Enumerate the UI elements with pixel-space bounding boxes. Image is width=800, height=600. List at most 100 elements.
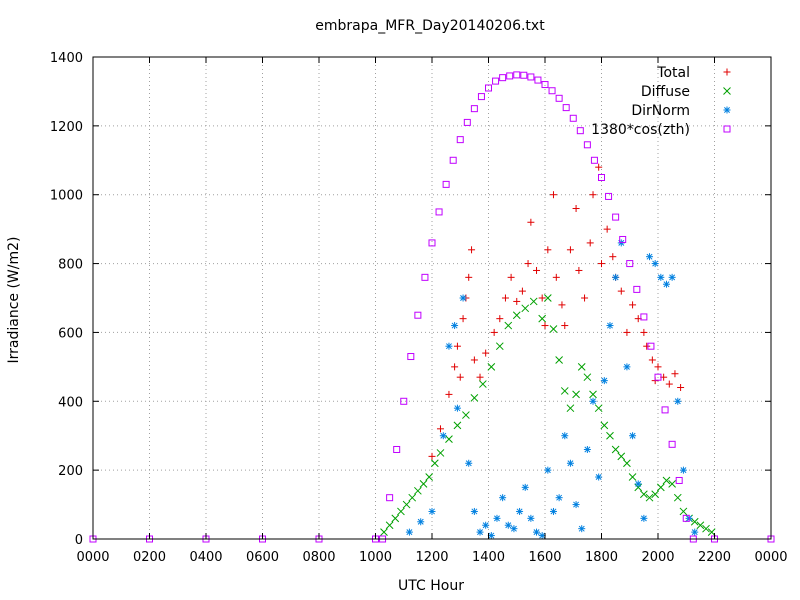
data-point xyxy=(482,349,490,357)
data-point xyxy=(674,397,682,405)
data-point xyxy=(453,404,461,412)
data-point xyxy=(662,280,670,288)
data-point xyxy=(405,528,413,536)
data-point xyxy=(595,163,603,171)
data-point xyxy=(495,342,504,351)
data-point xyxy=(425,473,434,481)
data-point xyxy=(453,342,461,350)
data-point xyxy=(628,473,637,481)
data-point xyxy=(561,322,569,330)
y-tick-label: 1400 xyxy=(50,51,83,66)
data-point xyxy=(428,452,436,460)
data-point xyxy=(436,425,444,433)
data-point xyxy=(478,380,487,388)
data-point xyxy=(606,431,614,440)
data-point xyxy=(656,483,665,492)
data-point xyxy=(544,246,552,254)
data-point xyxy=(583,141,591,149)
y-axis: 0 200 400 600 800 1000 1200 1400 xyxy=(50,51,771,548)
data-point xyxy=(397,507,405,516)
data-point xyxy=(513,71,521,79)
data-point xyxy=(651,490,660,499)
x-axis: 0000 0200 0400 0600 0800 1000 1200 1400 1600 1800… xyxy=(76,57,788,565)
data-point xyxy=(668,440,676,448)
data-point xyxy=(600,421,609,430)
data-point xyxy=(541,81,549,89)
y-tick-label: 600 xyxy=(58,326,83,341)
data-point xyxy=(583,445,591,453)
data-point xyxy=(572,204,580,212)
data-point xyxy=(647,342,655,350)
data-point xyxy=(581,294,589,302)
data-point xyxy=(576,127,584,135)
data-point xyxy=(679,507,688,516)
data-point xyxy=(476,528,484,536)
data-point xyxy=(492,77,500,85)
y-tick-label: 800 xyxy=(58,258,83,273)
data-point xyxy=(385,521,394,530)
data-point xyxy=(600,377,608,385)
data-point xyxy=(552,273,560,281)
data-point xyxy=(549,191,557,199)
x-tick-label: 0200 xyxy=(133,550,166,565)
y-axis-label: Irradiance (W/m2) xyxy=(6,237,22,364)
data-point xyxy=(646,253,654,261)
data-point xyxy=(482,521,490,529)
x-tick-label: 1800 xyxy=(585,550,618,565)
data-point xyxy=(380,528,388,536)
data-point xyxy=(485,84,492,92)
data-point xyxy=(691,528,699,536)
data-point xyxy=(617,452,626,461)
data-point xyxy=(583,373,592,382)
legend-label: Diffuse xyxy=(641,84,690,100)
data-point xyxy=(456,136,464,144)
data-point xyxy=(487,532,495,540)
data-point xyxy=(569,114,577,122)
data-point xyxy=(449,156,457,164)
legend-marker xyxy=(723,68,731,76)
data-point xyxy=(512,311,521,320)
data-point xyxy=(451,363,459,371)
data-point xyxy=(577,363,586,371)
data-point xyxy=(590,156,598,164)
data-point xyxy=(561,432,569,440)
y-tick-label: 1200 xyxy=(50,120,83,135)
data-point xyxy=(612,213,620,221)
x-tick-label: 1600 xyxy=(528,550,561,565)
data-point xyxy=(640,514,648,522)
data-point xyxy=(468,246,476,254)
x-tick-label: 0000 xyxy=(76,550,109,565)
data-point xyxy=(408,493,417,502)
x-tick-label: 0800 xyxy=(302,550,335,565)
y-tick-label: 200 xyxy=(58,464,83,479)
data-point xyxy=(541,322,549,330)
data-point xyxy=(589,191,597,199)
series-3 xyxy=(89,71,775,543)
legend-label: DirNorm xyxy=(631,103,690,119)
data-point xyxy=(435,208,443,216)
data-point xyxy=(657,273,665,281)
data-point xyxy=(671,370,679,378)
data-point xyxy=(586,239,594,247)
data-point xyxy=(623,459,631,468)
data-point xyxy=(589,390,597,399)
data-point xyxy=(623,328,631,336)
data-point xyxy=(459,294,467,302)
data-point xyxy=(665,380,673,388)
data-point xyxy=(578,525,586,533)
x-tick-label: 2000 xyxy=(641,550,674,565)
data-point xyxy=(603,225,611,233)
data-point xyxy=(428,507,436,515)
data-point xyxy=(533,528,541,536)
data-point xyxy=(633,285,641,293)
data-point xyxy=(645,493,654,502)
data-point xyxy=(465,459,473,467)
data-point xyxy=(445,342,453,350)
data-point xyxy=(611,445,620,454)
data-point xyxy=(572,501,580,509)
data-point xyxy=(640,490,648,499)
data-point xyxy=(533,266,541,274)
data-point xyxy=(477,93,485,101)
data-point xyxy=(626,260,634,268)
x-tick-label: 1200 xyxy=(415,550,448,565)
